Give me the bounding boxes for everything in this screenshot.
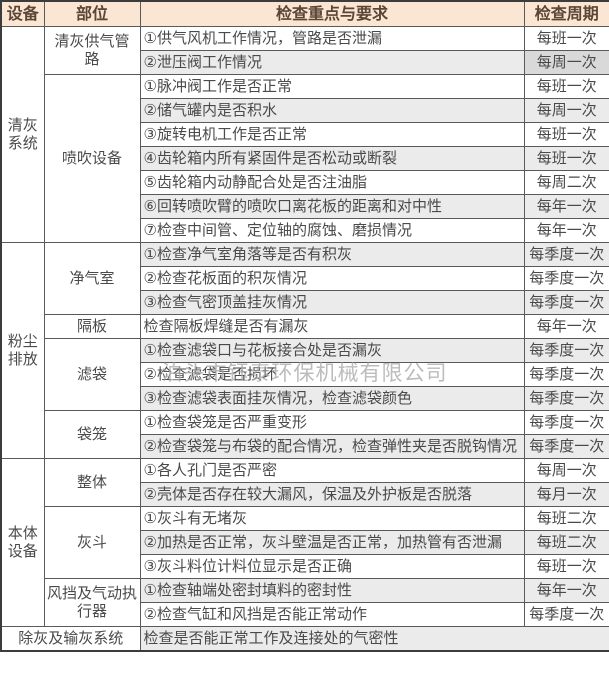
item-cell: ②检查袋笼与布袋的配合情况，检查弹性夹是否脱钩情况 bbox=[139, 434, 525, 459]
cycle-cell: 每季度一次 bbox=[523, 266, 609, 291]
part-cell: 整体 bbox=[43, 458, 141, 507]
item-cell: 检查隔板焊缝是否有漏灰 bbox=[139, 314, 525, 339]
part-cell: 滤袋 bbox=[43, 338, 141, 411]
item-cell: ①灰斗有无堵灰 bbox=[139, 506, 525, 531]
system-cell: 除灰及输灰系统 bbox=[0, 626, 141, 652]
column-header-device: 设备 bbox=[0, 0, 45, 27]
item-cell: ②检查花板面的积灰情况 bbox=[139, 266, 525, 291]
item-cell: ②壳体是否存在较大漏风，保温及外护板是否脱落 bbox=[139, 482, 525, 507]
cycle-cell: 每季度一次 bbox=[523, 242, 609, 267]
cycle-cell: 每班一次 bbox=[523, 122, 609, 147]
cycle-cell: 每年一次 bbox=[523, 578, 609, 603]
item-cell: ⑥回转喷吹臂的喷吹口离花板的距离和对中性 bbox=[139, 194, 525, 219]
cycle-cell: 每季度一次 bbox=[523, 362, 609, 387]
cycle-cell: 每周二次 bbox=[523, 170, 609, 195]
item-cell: ②加热是否正常，灰斗壁温是否正常，加热管有否泄漏 bbox=[139, 530, 525, 555]
item-cell: ④齿轮箱内所有紧固件是否松动或断裂 bbox=[139, 146, 525, 171]
cycle-cell: 每班一次 bbox=[523, 146, 609, 171]
item-cell: ①供气风机工作情况，管路是否泄漏 bbox=[139, 26, 525, 51]
item-cell: ②检查滤袋是否损坏 bbox=[139, 362, 525, 387]
inspection-table: 设备 部位 检查重点与要求 检查周期 清灰 系统 清灰供气管 路 ①供气风机工作情况… bbox=[0, 0, 609, 652]
item-cell: ②泄压阀工作情况 bbox=[139, 50, 525, 75]
device-cell: 本体 设备 bbox=[0, 458, 45, 627]
part-cell: 隔板 bbox=[43, 314, 141, 339]
cycle-cell: 每季度一次 bbox=[523, 410, 609, 435]
column-header-part: 部位 bbox=[43, 0, 141, 27]
item-cell: ①检查轴端处密封填料的密封性 bbox=[139, 578, 525, 603]
table-row: ③灰斗料位计料位显示是否正确 每班一次 bbox=[1, 554, 609, 579]
table-row: 除灰及输灰系统 检查是否能正常工作及连接处的气密性 bbox=[0, 626, 609, 652]
device-cell: 粉尘 排放 bbox=[0, 242, 45, 459]
table-row: ③检查气密顶盖挂灰情况 每季度一次 bbox=[1, 290, 609, 315]
part-cell: 风挡及气动执 行器 bbox=[43, 578, 141, 627]
table-row: 本体 设备 整体 ①各人孔门是否严密 每周一次 bbox=[0, 458, 609, 627]
part-cell: 袋笼 bbox=[43, 410, 141, 459]
table-row: ②加热是否正常，灰斗壁温是否正常，加热管有否泄漏 每班二次 bbox=[1, 530, 609, 555]
table-row: ②泄压阀工作情况 每周一次 bbox=[1, 50, 609, 75]
part-cell: 灰斗 bbox=[43, 506, 141, 579]
table-row: 袋笼 ①检查袋笼是否严重变形 每季度一次 bbox=[1, 410, 609, 459]
cycle-cell: 每周一次 bbox=[523, 98, 609, 123]
table-row: 滤袋 ①检查滤袋口与花板接合处是否漏灰 每季度一次 bbox=[1, 338, 609, 411]
header-row: 设备 部位 检查重点与要求 检查周期 bbox=[0, 0, 609, 27]
part-cell: 净气室 bbox=[43, 242, 141, 315]
item-cell: ③检查气密顶盖挂灰情况 bbox=[139, 290, 525, 315]
column-header-cycle: 检查周期 bbox=[523, 0, 609, 27]
item-cell: ⑤齿轮箱内动静配合处是否注油脂 bbox=[139, 170, 525, 195]
table-row: ②检查滤袋是否损坏 每季度一次 bbox=[1, 362, 609, 387]
cycle-cell: 每季度一次 bbox=[523, 338, 609, 363]
cycle-cell: 每季度一次 bbox=[523, 434, 609, 459]
cycle-cell: 每季度一次 bbox=[523, 386, 609, 411]
table-row: ②检查袋笼与布袋的配合情况，检查弹性夹是否脱钩情况 每季度一次 bbox=[1, 434, 609, 459]
item-cell: ①检查净气室角落等是否有积灰 bbox=[139, 242, 525, 267]
cycle-cell: 每季度一次 bbox=[523, 602, 609, 627]
table-row: 风挡及气动执 行器 ①检查轴端处密封填料的密封性 每年一次 bbox=[1, 578, 609, 627]
table-row: ⑤齿轮箱内动静配合处是否注油脂 每周二次 bbox=[1, 170, 609, 195]
item-cell: ②储气罐内是否积水 bbox=[139, 98, 525, 123]
cycle-cell: 每班二次 bbox=[523, 530, 609, 555]
item-cell: ③旋转电机工作是否正常 bbox=[139, 122, 525, 147]
table-row: 粉尘 排放 净气室 ①检查净气室角落等是否有积灰 每季度一次 bbox=[0, 242, 609, 459]
item-cell: ⑦检查中间管、定位轴的腐蚀、磨损情况 bbox=[139, 218, 525, 243]
table-row: 灰斗 ①灰斗有无堵灰 每班二次 bbox=[1, 506, 609, 579]
cycle-cell: 每周一次 bbox=[523, 458, 609, 483]
cycle-cell: 每周一次 bbox=[523, 50, 609, 75]
item-cell: ②检查气缸和风挡是否能正常动作 bbox=[139, 602, 525, 627]
item-cell: ①各人孔门是否严密 bbox=[139, 458, 525, 483]
cycle-cell: 每班一次 bbox=[523, 74, 609, 99]
device-cell: 清灰 系统 bbox=[0, 26, 45, 243]
cycle-cell: 每年一次 bbox=[523, 194, 609, 219]
part-cell: 清灰供气管 路 bbox=[43, 26, 141, 75]
table-row: ⑥回转喷吹臂的喷吹口离花板的距离和对中性 每年一次 bbox=[1, 194, 609, 219]
cycle-cell: 每班二次 bbox=[523, 506, 609, 531]
cycle-cell: 每季度一次 bbox=[523, 290, 609, 315]
table-row: 喷吹设备 ①脉冲阀工作是否正常 每班一次 bbox=[1, 74, 609, 243]
cycle-cell: 每年一次 bbox=[523, 218, 609, 243]
item-cell: 检查是否能正常工作及连接处的气密性 bbox=[139, 626, 609, 652]
table-row: ③检查滤袋表面挂灰情况，检查滤袋颜色 每季度一次 bbox=[1, 386, 609, 411]
cycle-cell: 每班一次 bbox=[523, 554, 609, 579]
table-row: ④齿轮箱内所有紧固件是否松动或断裂 每班一次 bbox=[1, 146, 609, 171]
item-cell: ①检查滤袋口与花板接合处是否漏灰 bbox=[139, 338, 525, 363]
table-row: 清灰 系统 清灰供气管 路 ①供气风机工作情况，管路是否泄漏 每班一次 bbox=[0, 26, 609, 243]
item-cell: ①脉冲阀工作是否正常 bbox=[139, 74, 525, 99]
table-row: ②检查气缸和风挡是否能正常动作 每季度一次 bbox=[1, 602, 609, 627]
item-cell: ①检查袋笼是否严重变形 bbox=[139, 410, 525, 435]
item-cell: ③检查滤袋表面挂灰情况，检查滤袋颜色 bbox=[139, 386, 525, 411]
table-row: 隔板 检查隔板焊缝是否有漏灰 每年一次 bbox=[1, 314, 609, 339]
cycle-cell: 每月一次 bbox=[523, 482, 609, 507]
item-cell: ③灰斗料位计料位显示是否正确 bbox=[139, 554, 525, 579]
cycle-cell: 每年一次 bbox=[523, 314, 609, 339]
cycle-cell: 每班一次 bbox=[523, 26, 609, 51]
column-header-item: 检查重点与要求 bbox=[139, 0, 525, 27]
part-cell: 喷吹设备 bbox=[43, 74, 141, 243]
